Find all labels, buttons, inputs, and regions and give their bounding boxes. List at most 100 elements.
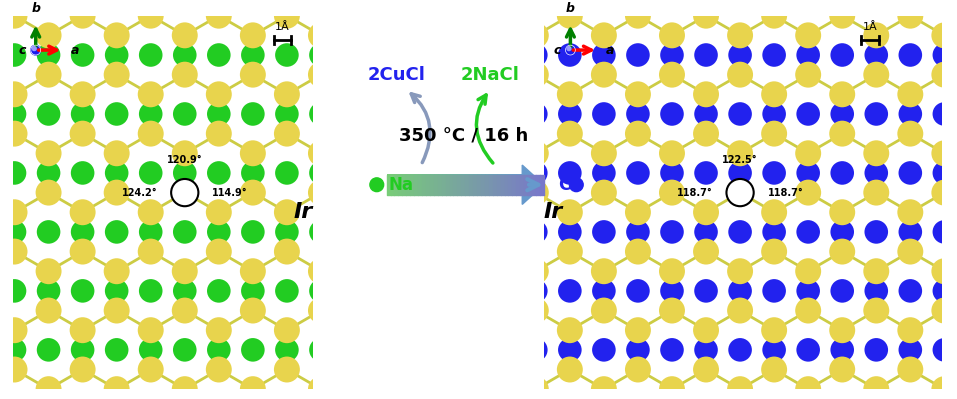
Circle shape <box>899 338 923 361</box>
Circle shape <box>932 220 956 244</box>
Circle shape <box>35 22 61 48</box>
Circle shape <box>831 338 854 361</box>
Circle shape <box>558 161 582 185</box>
Bar <box>456 174 459 196</box>
Circle shape <box>207 338 231 361</box>
Circle shape <box>105 161 128 185</box>
Circle shape <box>105 43 128 67</box>
Circle shape <box>831 220 854 244</box>
Circle shape <box>694 43 718 67</box>
Circle shape <box>523 62 548 88</box>
Circle shape <box>557 199 583 225</box>
Text: 118.7°: 118.7° <box>768 188 803 198</box>
Circle shape <box>309 397 333 399</box>
Circle shape <box>795 22 821 48</box>
Circle shape <box>370 178 384 192</box>
Circle shape <box>761 120 787 146</box>
Circle shape <box>275 0 299 8</box>
Circle shape <box>931 180 957 205</box>
Circle shape <box>172 298 198 324</box>
Circle shape <box>693 81 719 107</box>
Circle shape <box>103 180 129 205</box>
Circle shape <box>625 357 651 383</box>
Bar <box>9 6 948 16</box>
Circle shape <box>763 220 786 244</box>
Circle shape <box>71 338 95 361</box>
Circle shape <box>557 239 583 265</box>
Circle shape <box>524 220 547 244</box>
Circle shape <box>659 376 685 399</box>
Circle shape <box>70 3 96 29</box>
Bar <box>432 174 434 196</box>
Circle shape <box>727 62 753 88</box>
Circle shape <box>309 102 333 126</box>
Bar <box>511 174 514 196</box>
Circle shape <box>932 279 956 303</box>
Circle shape <box>864 220 888 244</box>
Circle shape <box>139 43 163 67</box>
Circle shape <box>2 317 28 343</box>
Circle shape <box>659 258 685 284</box>
Bar <box>506 174 509 196</box>
Bar <box>436 174 439 196</box>
Circle shape <box>524 102 547 126</box>
Circle shape <box>863 180 889 205</box>
Circle shape <box>864 161 888 185</box>
Circle shape <box>240 376 266 399</box>
Bar <box>461 174 464 196</box>
Circle shape <box>558 102 582 126</box>
Circle shape <box>727 258 753 284</box>
Circle shape <box>796 338 820 361</box>
Circle shape <box>241 161 265 185</box>
Circle shape <box>207 43 231 67</box>
Circle shape <box>2 199 28 225</box>
Circle shape <box>523 140 548 166</box>
Circle shape <box>240 140 266 166</box>
Circle shape <box>898 3 924 29</box>
Circle shape <box>558 43 582 67</box>
Circle shape <box>727 22 753 48</box>
Circle shape <box>206 199 232 225</box>
Circle shape <box>660 43 684 67</box>
Circle shape <box>207 397 231 399</box>
Circle shape <box>727 376 753 399</box>
Bar <box>430 174 433 196</box>
Circle shape <box>796 0 820 8</box>
Circle shape <box>761 239 787 265</box>
Circle shape <box>863 376 889 399</box>
Bar <box>942 7 952 399</box>
Circle shape <box>558 279 582 303</box>
Circle shape <box>36 338 60 361</box>
Bar <box>391 174 394 196</box>
Circle shape <box>625 317 651 343</box>
Bar <box>504 174 507 196</box>
Text: b: b <box>32 2 40 15</box>
Circle shape <box>241 43 265 67</box>
Circle shape <box>240 258 266 284</box>
Bar <box>520 174 523 196</box>
Circle shape <box>206 81 232 107</box>
Circle shape <box>103 62 129 88</box>
Bar <box>452 174 455 196</box>
Polygon shape <box>523 165 544 204</box>
Bar <box>413 174 416 196</box>
Circle shape <box>275 397 299 399</box>
Circle shape <box>761 357 787 383</box>
Circle shape <box>763 279 786 303</box>
Text: Ir: Ir <box>544 202 563 222</box>
Circle shape <box>693 3 719 29</box>
Circle shape <box>863 22 889 48</box>
Circle shape <box>171 179 198 206</box>
Circle shape <box>592 102 615 126</box>
Circle shape <box>625 199 651 225</box>
Circle shape <box>796 279 820 303</box>
Bar <box>500 174 502 196</box>
Circle shape <box>566 45 575 55</box>
Circle shape <box>240 180 266 205</box>
Circle shape <box>173 102 196 126</box>
Circle shape <box>660 0 684 8</box>
Circle shape <box>763 102 786 126</box>
Circle shape <box>274 357 300 383</box>
Circle shape <box>626 220 650 244</box>
Circle shape <box>138 3 164 29</box>
